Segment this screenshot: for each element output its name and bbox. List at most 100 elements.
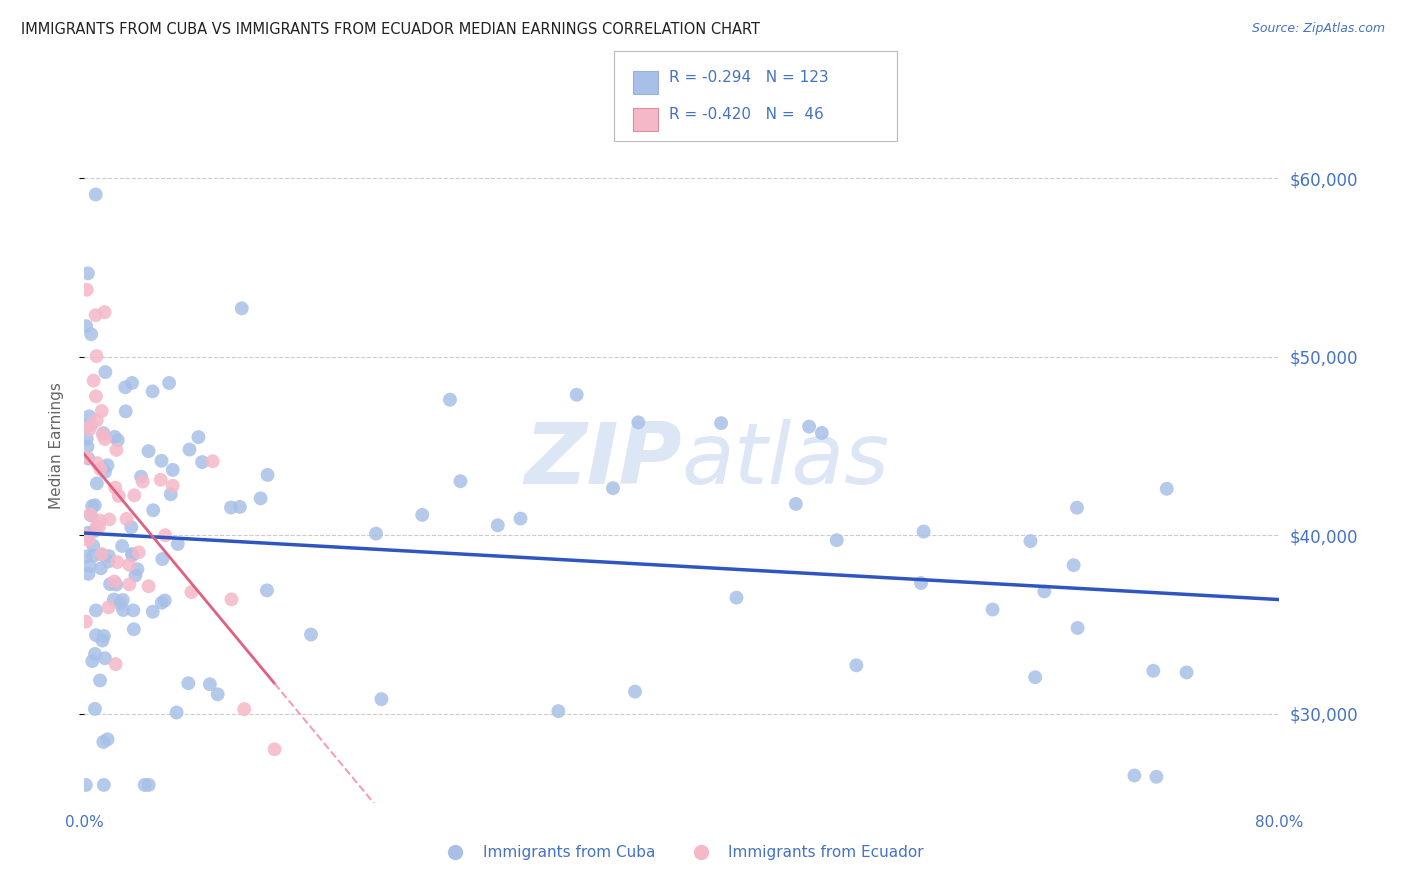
Point xyxy=(797,419,820,434)
Point xyxy=(1033,584,1056,599)
Point xyxy=(299,627,322,641)
Point xyxy=(725,591,748,605)
Point xyxy=(111,593,134,607)
Point xyxy=(80,417,103,432)
Point xyxy=(105,442,128,457)
Point xyxy=(138,444,160,458)
Point xyxy=(1156,482,1178,496)
Text: IMMIGRANTS FROM CUBA VS IMMIGRANTS FROM ECUADOR MEDIAN EARNINGS CORRELATION CHAR: IMMIGRANTS FROM CUBA VS IMMIGRANTS FROM … xyxy=(21,22,761,37)
Point xyxy=(118,577,141,591)
Point xyxy=(91,461,114,475)
Point xyxy=(1019,534,1042,549)
Point xyxy=(121,376,143,390)
Text: R = -0.294   N = 123: R = -0.294 N = 123 xyxy=(669,70,830,85)
Point xyxy=(94,465,117,479)
Point xyxy=(121,547,143,561)
Point xyxy=(79,507,101,521)
Point xyxy=(162,463,184,477)
Point xyxy=(256,583,278,598)
Point xyxy=(150,552,173,566)
Point xyxy=(229,500,252,514)
Point xyxy=(710,416,733,430)
Point xyxy=(89,673,111,688)
Point xyxy=(177,676,200,690)
Point xyxy=(129,469,152,483)
Point xyxy=(90,561,112,575)
Text: Source: ZipAtlas.com: Source: ZipAtlas.com xyxy=(1251,22,1385,36)
Point xyxy=(107,489,129,503)
Point xyxy=(180,585,202,599)
Point xyxy=(138,579,160,593)
Point xyxy=(486,518,509,533)
Point xyxy=(77,266,100,280)
Point xyxy=(1142,664,1164,678)
Point xyxy=(233,702,256,716)
Point xyxy=(93,735,115,749)
Point xyxy=(104,481,127,495)
Point xyxy=(1024,670,1046,684)
Point xyxy=(76,440,98,454)
Point xyxy=(98,577,121,591)
Point xyxy=(91,633,114,648)
Point xyxy=(94,432,117,446)
Point xyxy=(111,539,134,553)
Point xyxy=(76,432,98,446)
Point xyxy=(107,434,129,448)
Point xyxy=(249,491,271,506)
Point xyxy=(75,549,97,564)
Point xyxy=(84,308,107,322)
Point xyxy=(75,450,97,465)
Point xyxy=(122,603,145,617)
Point xyxy=(93,629,115,643)
Point xyxy=(104,430,127,444)
Point xyxy=(77,566,100,581)
Point xyxy=(785,497,807,511)
Text: atlas: atlas xyxy=(682,418,890,502)
Point xyxy=(627,416,650,430)
Point xyxy=(149,473,172,487)
Point xyxy=(121,548,143,562)
Point xyxy=(93,778,115,792)
Point xyxy=(103,574,125,589)
Point xyxy=(84,647,107,661)
Point xyxy=(187,430,209,444)
Point xyxy=(157,376,180,390)
Point xyxy=(115,512,138,526)
Point xyxy=(201,454,224,468)
Point xyxy=(1063,558,1085,573)
Point xyxy=(97,554,120,568)
Point xyxy=(1123,768,1146,782)
Point xyxy=(547,704,569,718)
Point xyxy=(75,319,97,334)
Point xyxy=(82,499,104,513)
Y-axis label: Median Earnings: Median Earnings xyxy=(49,383,63,509)
Point xyxy=(91,427,114,442)
Point xyxy=(89,514,111,528)
Point xyxy=(77,533,100,548)
Point xyxy=(118,558,141,572)
Point xyxy=(104,657,127,672)
Point xyxy=(159,487,181,501)
Point xyxy=(624,684,647,698)
Point xyxy=(231,301,253,316)
Point xyxy=(97,600,120,615)
Point xyxy=(910,576,932,591)
Point xyxy=(94,365,117,379)
Point xyxy=(1175,665,1198,680)
Point xyxy=(132,475,155,489)
Point xyxy=(90,547,112,561)
Point xyxy=(77,451,100,466)
Point xyxy=(810,425,832,440)
Point xyxy=(108,597,131,611)
Point xyxy=(825,533,848,548)
Point xyxy=(122,622,145,636)
Point xyxy=(84,187,107,202)
Point xyxy=(221,592,243,607)
Point xyxy=(83,374,105,388)
Point xyxy=(86,413,108,427)
Point xyxy=(86,456,108,470)
Point xyxy=(166,537,188,551)
Point xyxy=(82,654,104,668)
Point xyxy=(263,742,285,756)
Point xyxy=(364,526,387,541)
